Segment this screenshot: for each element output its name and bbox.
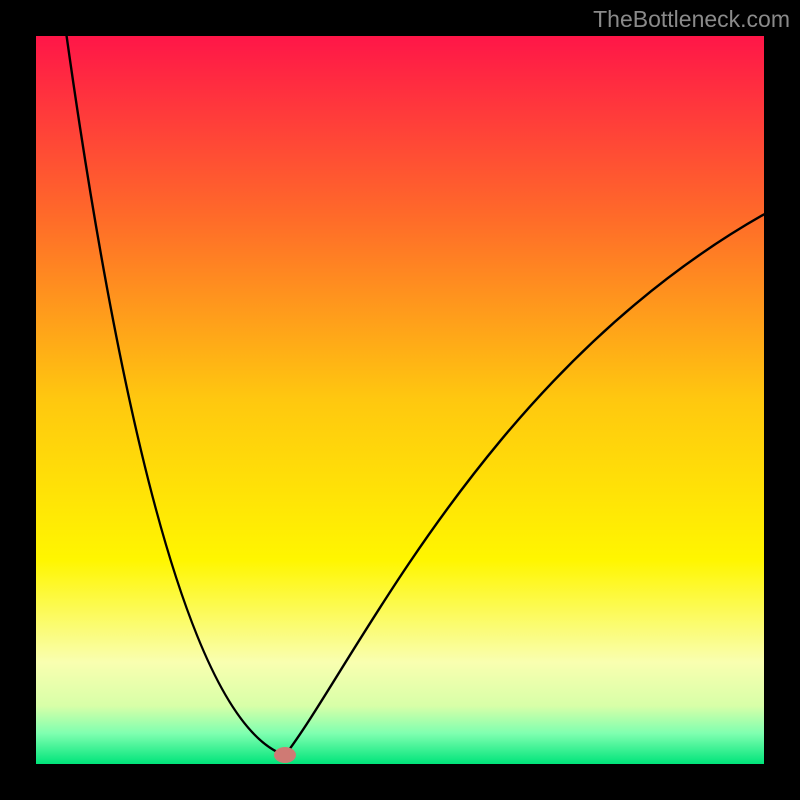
bottleneck-curve <box>67 36 764 755</box>
chart-frame: TheBottleneck.com <box>0 0 800 800</box>
watermark-text: TheBottleneck.com <box>593 6 790 33</box>
curve-layer <box>36 36 764 764</box>
plot-area <box>36 36 764 764</box>
